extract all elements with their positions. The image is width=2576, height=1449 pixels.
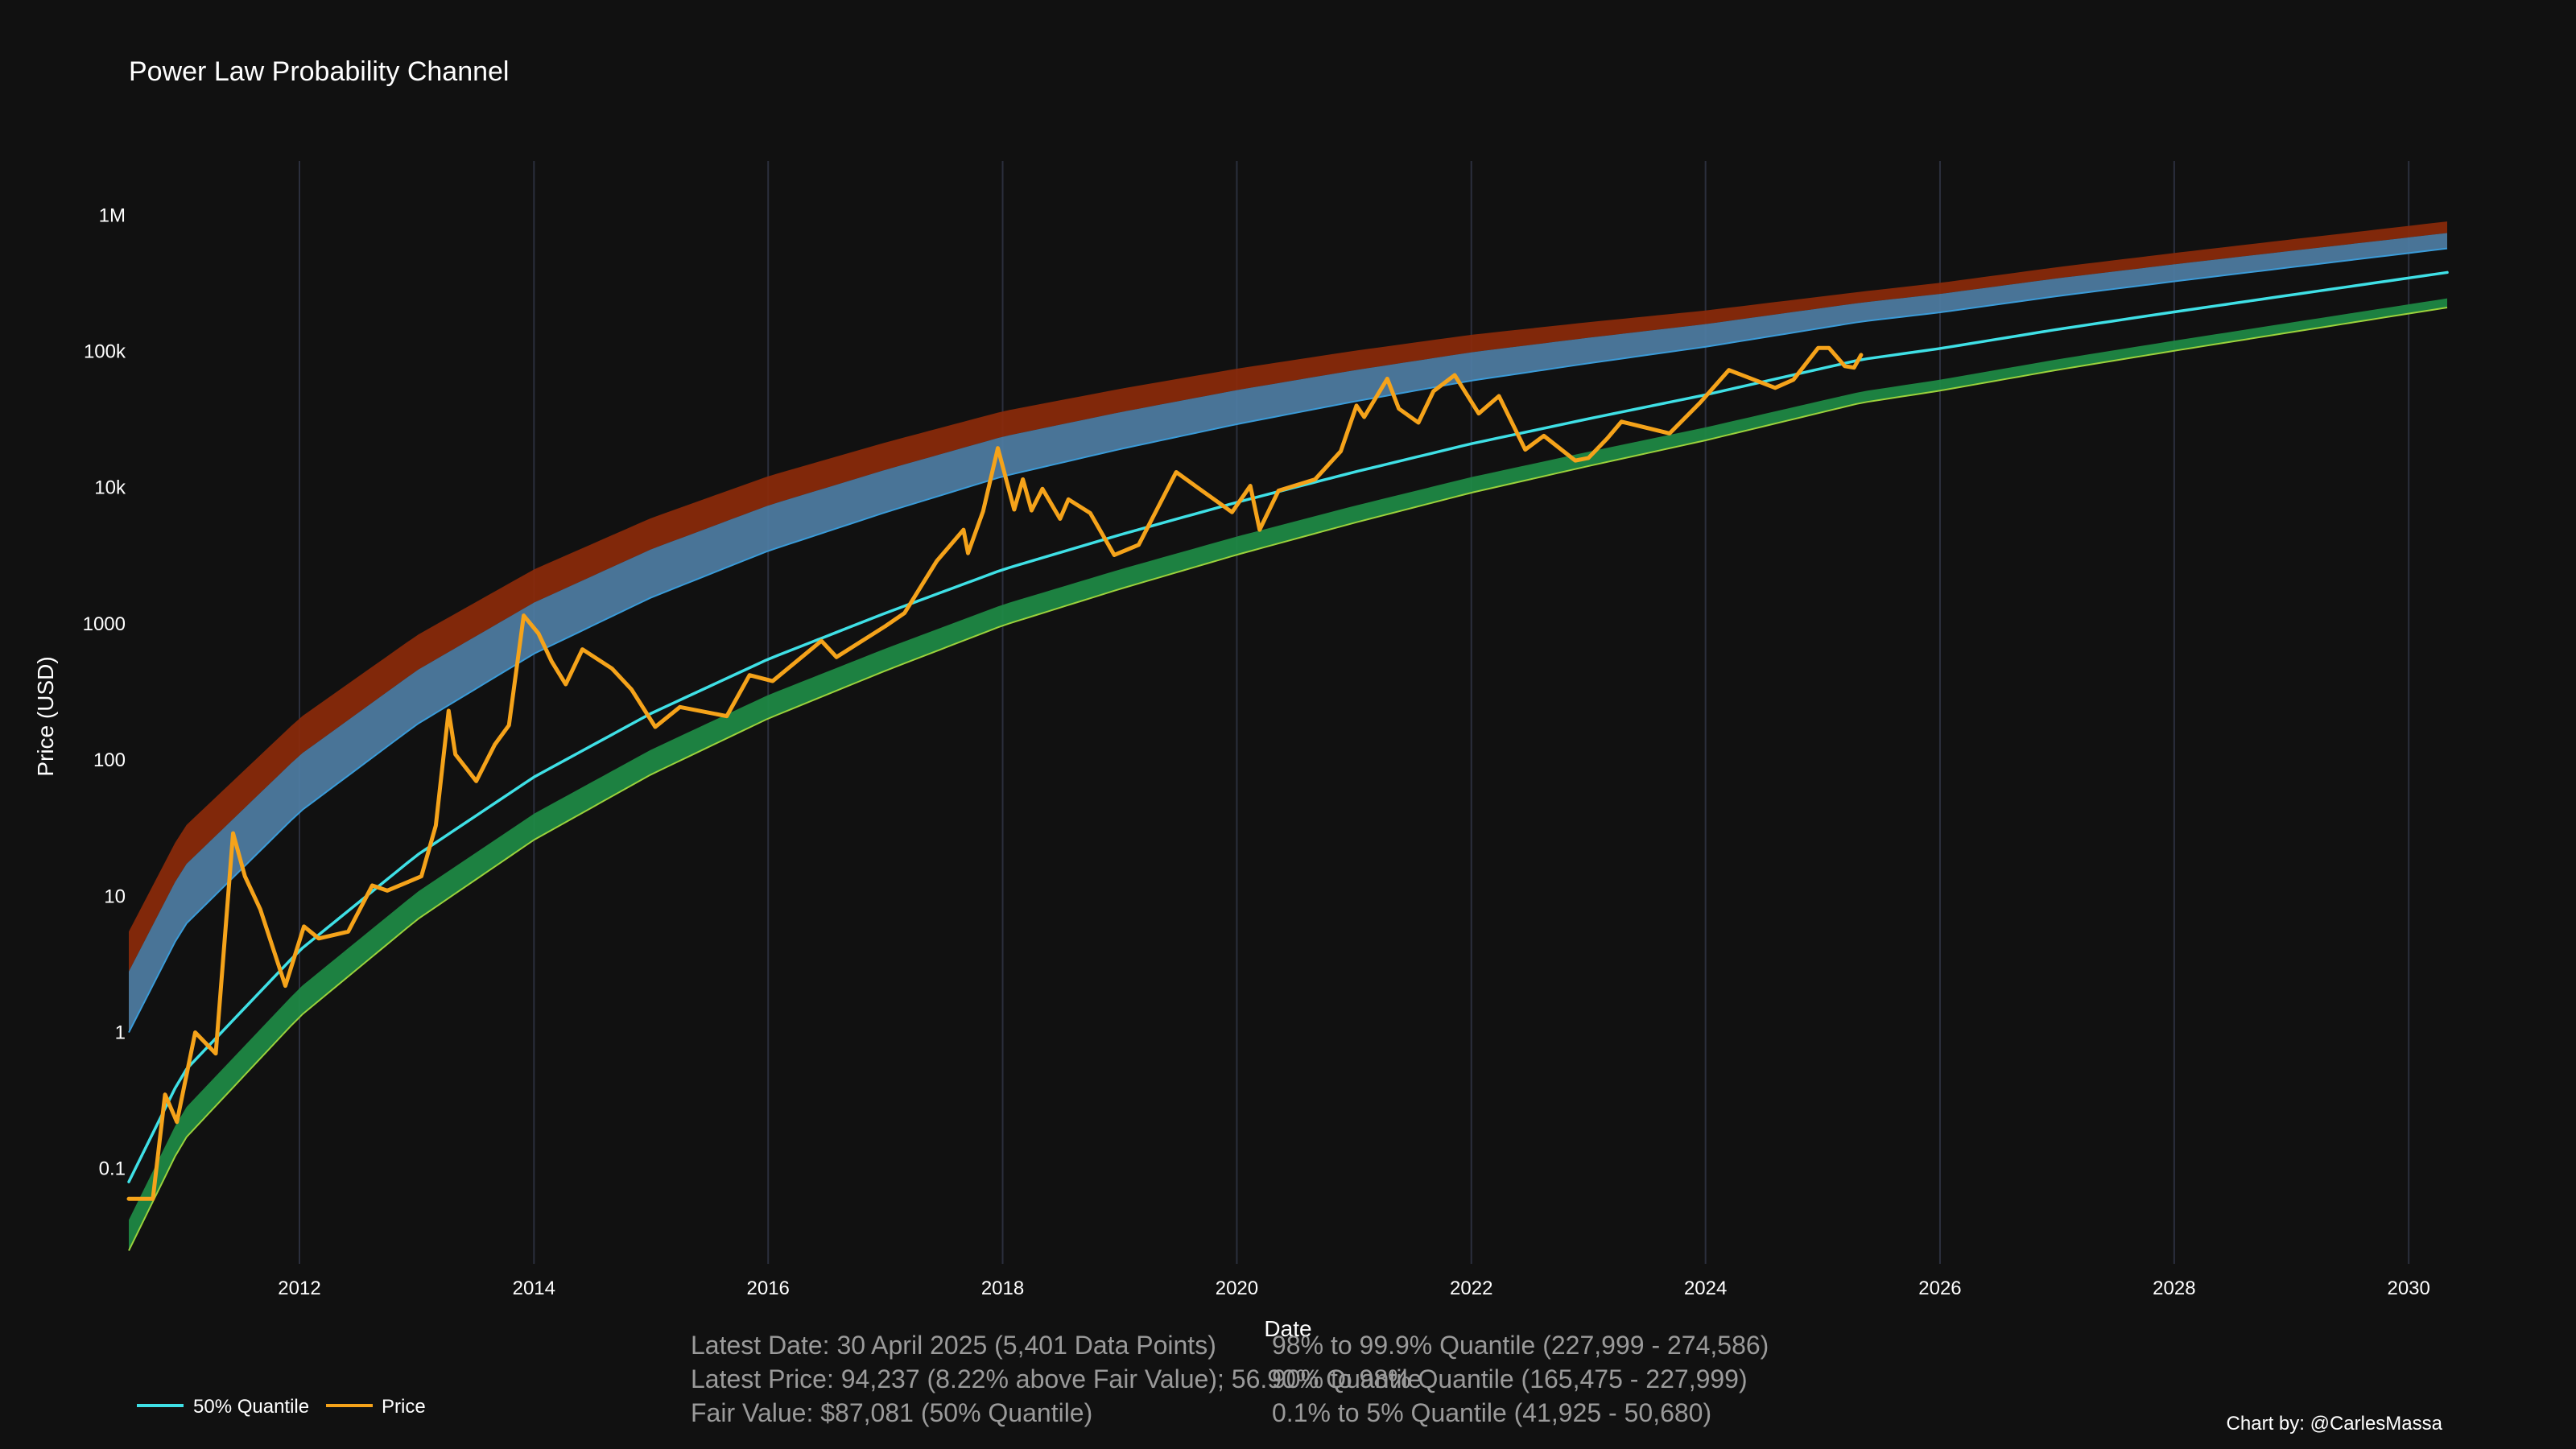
y-tick-1M: 1M	[99, 204, 126, 226]
x-tick-labels: 2012 2014 2016 2018 2020 2022 2024 2026 2028 2030	[278, 1278, 2430, 1299]
y-tick-100k: 100k	[84, 341, 126, 363]
x-tick-2018: 2018	[981, 1278, 1024, 1299]
x-axis-title: Date	[1264, 1316, 1311, 1341]
info-quantile-98-999: 98% to 99.9% Quantile (227,999 - 274,586…	[1272, 1331, 1769, 1360]
series-line-price	[126, 345, 1864, 1201]
x-tick-2030: 2030	[2387, 1278, 2429, 1299]
info-latest-date: Latest Date: 30 April 2025 (5,401 Data P…	[691, 1331, 1216, 1360]
y-tick-10: 10	[104, 886, 126, 907]
chart-credit: Chart by: @CarlesMassa	[2227, 1413, 2443, 1435]
y-tick-labels: 0.1 1 10 100 1000 10k 100k 1M	[83, 204, 126, 1179]
y-tick-1: 1	[115, 1022, 126, 1044]
legend-label-50-quantile: 50% Quantile	[193, 1396, 309, 1418]
x-tick-2012: 2012	[278, 1278, 320, 1299]
info-block-left: Latest Date: 30 April 2025 (5,401 Data P…	[691, 1331, 1422, 1427]
quantile-band-1	[129, 233, 2447, 1033]
info-block-right: 98% to 99.9% Quantile (227,999 - 274,586…	[1272, 1331, 1769, 1427]
chart-title: Power Law Probability Channel	[129, 56, 509, 87]
y-tick-0.1: 0.1	[99, 1158, 126, 1180]
info-quantile-90-98: 90% to 98% Quantile (165,475 - 227,999)	[1272, 1364, 1748, 1393]
legend-label-price: Price	[382, 1396, 426, 1418]
x-tick-2016: 2016	[747, 1278, 790, 1299]
info-latest-price: Latest Price: 94,237 (8.22% above Fair V…	[691, 1364, 1422, 1393]
y-axis-title: Price (USD)	[33, 656, 58, 776]
series-lines	[126, 270, 2449, 1201]
legend: 50% Quantile Price	[137, 1396, 426, 1418]
info-fair-value: Fair Value: $87,081 (50% Quantile)	[691, 1398, 1092, 1427]
x-tick-2022: 2022	[1450, 1278, 1492, 1299]
x-tick-2026: 2026	[1918, 1278, 1961, 1299]
x-tick-2028: 2028	[2153, 1278, 2195, 1299]
band-edge-01	[128, 307, 2448, 1252]
y-tick-100: 100	[93, 749, 126, 771]
x-tick-2014: 2014	[513, 1278, 555, 1299]
quantile-band-0	[129, 221, 2447, 972]
y-tick-10k: 10k	[94, 477, 126, 499]
y-tick-1000: 1000	[83, 613, 126, 635]
info-quantile-01-5: 0.1% to 5% Quantile (41,925 - 50,680)	[1272, 1398, 1711, 1427]
x-tick-2024: 2024	[1684, 1278, 1727, 1299]
x-tick-2020: 2020	[1216, 1278, 1258, 1299]
